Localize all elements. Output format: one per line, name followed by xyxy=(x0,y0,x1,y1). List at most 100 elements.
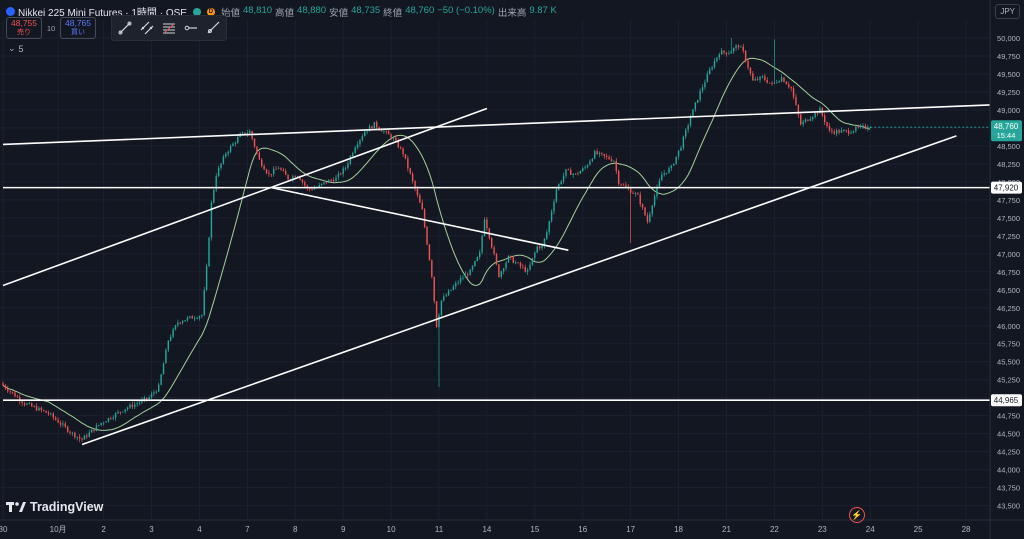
candle-body xyxy=(126,407,129,410)
delayed-data-icon[interactable]: D xyxy=(206,7,215,16)
candle-body xyxy=(45,410,47,413)
quantity-value[interactable]: 10 xyxy=(46,23,56,33)
candle-body xyxy=(706,73,709,83)
buy-price: 48,765 xyxy=(65,18,91,28)
candle-body xyxy=(641,204,644,208)
candle-body xyxy=(725,52,728,55)
candle-body xyxy=(7,388,9,392)
candle-body xyxy=(414,180,416,189)
candle-body xyxy=(88,432,90,437)
bar-countdown: 15:44 xyxy=(997,131,1016,140)
candle-body xyxy=(258,152,261,160)
candle-body xyxy=(464,274,467,278)
candle-body xyxy=(229,146,232,152)
time-tick-label: 16 xyxy=(578,525,587,534)
candle-body xyxy=(534,252,536,259)
candle-body xyxy=(833,131,836,134)
time-tick-label: 4 xyxy=(197,525,202,534)
buy-button[interactable]: 48,765 買い xyxy=(60,17,96,39)
candle-body xyxy=(788,84,790,88)
candle-body xyxy=(708,69,711,74)
ray-tool-icon[interactable] xyxy=(205,20,221,36)
candle-body xyxy=(280,168,282,170)
horizontal-ray-tool-icon[interactable] xyxy=(183,20,199,36)
indicator-legend[interactable]: ⌄ 5 xyxy=(8,43,24,54)
price-tick-label: 43,500 xyxy=(997,502,1020,511)
high-value: 48,880 xyxy=(297,4,327,16)
sell-price: 48,755 xyxy=(11,18,37,28)
descending-line[interactable] xyxy=(271,186,569,251)
candle-body xyxy=(634,193,637,195)
candle-body xyxy=(826,122,828,127)
trend-line-tool-icon[interactable] xyxy=(117,20,133,36)
candle-body xyxy=(50,413,52,415)
price-tick-label: 47,750 xyxy=(997,196,1020,205)
candle-body xyxy=(809,119,812,121)
price-tick-label: 45,750 xyxy=(997,340,1020,349)
candle-body xyxy=(184,320,186,322)
candle-body xyxy=(11,391,14,393)
time-axis[interactable]: 30 10月 2 3 4 7 8 9 10 11 14 15 16 17 18 21 22 23 24 25 28 xyxy=(0,519,1024,534)
candle-body xyxy=(62,423,64,425)
candle-body xyxy=(57,419,59,423)
candle-body xyxy=(790,87,792,89)
time-tick-label: 8 xyxy=(293,525,298,534)
candle-body xyxy=(47,412,50,414)
candle-body xyxy=(402,148,404,155)
drawn-trendlines[interactable] xyxy=(2,104,991,446)
upper-trend[interactable] xyxy=(2,107,488,287)
candle-body xyxy=(215,176,217,191)
candle-body xyxy=(4,385,7,389)
candle-body xyxy=(208,237,210,267)
chevron-down-icon[interactable]: ⌄ xyxy=(8,43,16,53)
candle-body xyxy=(637,193,639,195)
time-tick-label: 2 xyxy=(101,525,106,534)
candle-body xyxy=(574,173,577,175)
candle-body xyxy=(102,422,105,424)
candle-body xyxy=(43,410,45,411)
lower-trend[interactable] xyxy=(81,135,957,446)
low-label: 安値 xyxy=(329,7,349,19)
candle-body xyxy=(234,142,237,144)
fib-retracement-tool-icon[interactable] xyxy=(161,20,177,36)
candle-body xyxy=(831,130,833,132)
candle-body xyxy=(778,81,780,83)
candle-body xyxy=(169,336,172,341)
candle-body xyxy=(172,329,174,337)
candle-body xyxy=(35,406,38,411)
candle-body xyxy=(742,46,744,51)
candle-body xyxy=(730,51,732,54)
candle-body xyxy=(189,316,191,318)
candle-body xyxy=(378,127,380,130)
price-axis[interactable]: 43,50043,75044,00044,25044,50044,75045,0… xyxy=(989,0,1020,539)
candle-body xyxy=(519,262,522,267)
currency-button[interactable]: JPY xyxy=(995,4,1020,19)
candle-body xyxy=(409,168,411,174)
candle-body xyxy=(495,253,498,265)
candle-body xyxy=(670,165,673,169)
channel-top[interactable] xyxy=(2,104,991,146)
candle-body xyxy=(613,160,615,162)
candle-body xyxy=(74,432,76,438)
level-price-tag-text: 44,965 xyxy=(994,396,1019,405)
candle-body xyxy=(562,175,565,182)
market-status-icon[interactable] xyxy=(192,7,201,16)
symbol-title[interactable]: Nikkei 225 Mini Futures · 1時間 · OSE xyxy=(6,4,187,19)
candle-body xyxy=(366,131,368,133)
candle-body xyxy=(457,282,459,284)
candle-body xyxy=(433,276,435,302)
candle-body xyxy=(249,131,251,134)
candle-body xyxy=(107,418,110,422)
candle-body xyxy=(373,122,376,129)
candle-body xyxy=(756,79,759,80)
candle-body xyxy=(445,295,447,297)
lightning-icon[interactable]: ⚡ xyxy=(849,507,865,523)
parallel-channel-tool-icon[interactable] xyxy=(139,20,155,36)
sell-button[interactable]: 48,755 売り xyxy=(6,17,42,39)
candle-body xyxy=(689,117,692,126)
candle-body xyxy=(337,173,340,178)
candle-body xyxy=(282,169,285,171)
candle-body xyxy=(78,436,81,439)
price-tick-label: 50,000 xyxy=(997,34,1020,43)
